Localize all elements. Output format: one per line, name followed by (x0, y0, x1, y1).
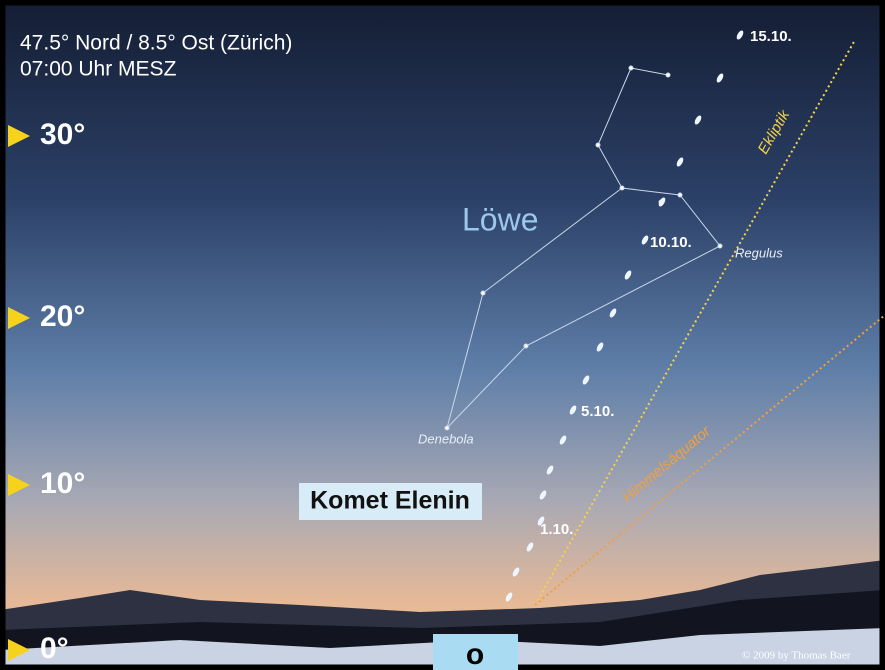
star-label: Denebola (418, 431, 474, 446)
star (620, 186, 624, 190)
constellation-name: Löwe (462, 201, 539, 237)
star (718, 244, 722, 248)
location: 47.5° Nord / 8.5° Ost (Zürich) (20, 32, 292, 55)
date-label: 5.10. (581, 403, 614, 420)
date-label: 10.10. (650, 234, 692, 251)
star (445, 426, 449, 430)
star (666, 73, 670, 77)
star (678, 193, 682, 197)
time: 07:00 Uhr MESZ (20, 58, 177, 81)
sky (0, 0, 885, 670)
star (524, 344, 528, 348)
date-label: 15.10. (750, 28, 792, 45)
altitude-label: 0° (40, 632, 69, 665)
altitude-label: 10° (40, 467, 85, 500)
comet-name: Komet Elenin (310, 487, 470, 515)
credit: © 2009 by Thomas Baer (742, 650, 851, 662)
sky-chart: 47.5° Nord / 8.5° Ost (Zürich) 07:00 Uhr… (0, 0, 885, 670)
altitude-label: 30° (40, 118, 85, 151)
star (481, 291, 485, 295)
star (629, 66, 633, 70)
star (596, 143, 600, 147)
date-label: 1.10. (540, 521, 573, 538)
direction-label: o (466, 638, 484, 670)
star-label: Regulus (735, 245, 783, 260)
altitude-label: 20° (40, 300, 85, 333)
